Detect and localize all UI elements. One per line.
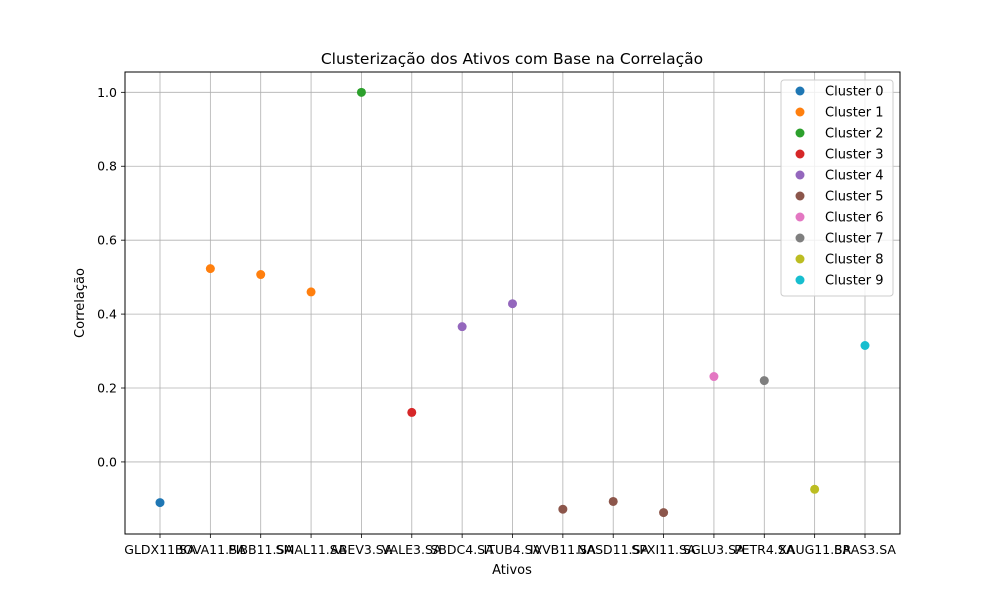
data-point	[608, 496, 618, 506]
y-tick-label: 0.0	[97, 454, 117, 469]
x-tick-label: IVVB11.SA	[530, 542, 596, 557]
y-tick-label: 1.0	[97, 85, 117, 100]
data-point	[759, 376, 769, 386]
x-tick-label: BOVA11.SA	[175, 542, 246, 557]
data-point	[810, 484, 820, 494]
legend-marker	[795, 149, 805, 159]
x-tick-label: BRAS3.SA	[834, 542, 896, 557]
y-tick-label: 0.6	[97, 233, 117, 248]
x-tick-label: SMAL11.SA	[276, 542, 347, 557]
data-point	[205, 264, 215, 274]
legend-label: Cluster 4	[825, 169, 884, 184]
legend-marker	[795, 191, 805, 201]
data-points	[155, 87, 870, 518]
legend-marker	[795, 128, 805, 138]
y-tick-label: 0.4	[97, 307, 117, 322]
x-tick-label: SPXI11.SA	[631, 542, 696, 557]
legend-label: Cluster 8	[825, 253, 884, 268]
legend-marker	[795, 275, 805, 285]
data-point	[860, 341, 870, 351]
chart-title: Clusterização dos Ativos com Base na Cor…	[321, 50, 703, 68]
legend-marker	[795, 233, 805, 243]
legend-label: Cluster 7	[825, 232, 884, 247]
legend-label: Cluster 5	[825, 190, 884, 205]
legend-label: Cluster 2	[825, 127, 884, 142]
data-point	[508, 299, 517, 309]
data-point	[256, 270, 266, 280]
legend-marker	[795, 86, 805, 96]
x-tick-label: NASD11.SA	[577, 542, 650, 557]
legend-label: Cluster 6	[825, 211, 884, 226]
data-point	[558, 504, 568, 514]
legend-label: Cluster 9	[825, 274, 884, 289]
legend-marker	[795, 254, 805, 264]
x-axis-label: Ativos	[492, 563, 532, 578]
legend-label: Cluster 0	[825, 85, 884, 100]
x-tick-label: ITUB4.SA	[484, 542, 542, 557]
data-point	[155, 498, 165, 508]
x-tick-label: PIBB11.SA	[228, 542, 293, 557]
data-point	[709, 372, 719, 382]
legend-box	[780, 79, 894, 297]
legend: Cluster 0 Cluster 1 Cluster 2 Cluster 3 Clus…	[780, 79, 894, 297]
legend-marker	[795, 170, 805, 180]
grid-lines	[125, 72, 900, 534]
x-tick-label: ABEV3.SA	[330, 542, 393, 557]
x-tick-label: XAUG11.SA	[778, 542, 851, 557]
x-tick-label: PETR4.SA	[734, 542, 795, 557]
data-point	[457, 322, 467, 332]
y-tick-label: 0.8	[97, 159, 117, 174]
legend-label: Cluster 3	[825, 148, 884, 163]
data-point	[306, 287, 316, 297]
legend-label: Cluster 1	[825, 106, 884, 121]
data-point	[356, 87, 366, 97]
y-tick-label: 0.2	[97, 381, 117, 396]
x-tick-label: SBDC4.SA	[430, 542, 494, 557]
x-tick-label: VALE3.SA	[382, 542, 442, 557]
legend-marker	[795, 107, 805, 117]
legend-marker	[795, 212, 805, 222]
data-point	[659, 508, 669, 518]
data-point	[407, 407, 417, 417]
y-axis-label: Correlação	[73, 268, 88, 338]
axis-ticks: GLDX11.SABOVA11.SAPIBB11.SASMAL11.SAABEV…	[97, 85, 896, 557]
x-tick-label: SGLU3.SA	[683, 542, 745, 557]
plot-frame	[124, 71, 901, 535]
x-tick-label: GLDX11.SA	[124, 542, 196, 557]
